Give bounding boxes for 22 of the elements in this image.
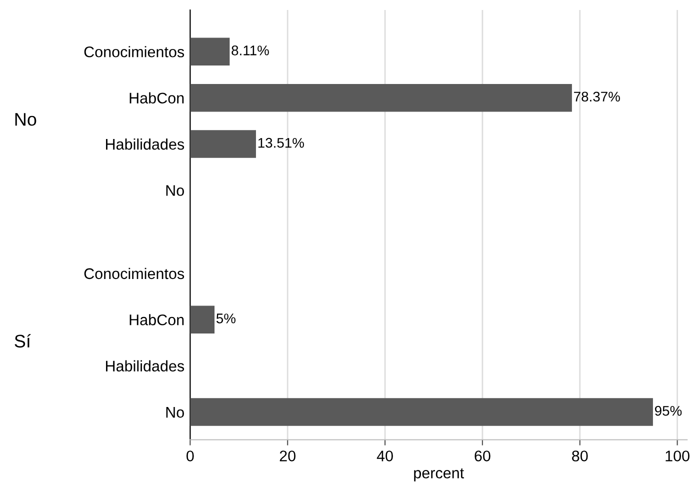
x-tick-label: 100 bbox=[666, 450, 690, 462]
data-label: 5% bbox=[216, 314, 236, 324]
y-tick-label: HabCon bbox=[130, 314, 184, 326]
y-tick-label: Conocimientos bbox=[84, 46, 184, 58]
text: Sí bbox=[14, 334, 31, 348]
x-tick-label: 60 bbox=[474, 450, 490, 462]
x-tick-label: 0 bbox=[186, 450, 194, 462]
y-tick-label: Habilidades bbox=[106, 360, 184, 372]
text: No bbox=[15, 113, 36, 126]
data-label: 78.37% bbox=[574, 92, 620, 102]
y-tick-label: HabCon bbox=[130, 92, 184, 104]
x-tick-label: 20 bbox=[280, 450, 296, 462]
x-axis-title: percent bbox=[414, 468, 464, 482]
x-tick-label: 80 bbox=[572, 450, 588, 462]
data-label: 8.11% bbox=[232, 46, 269, 56]
y-tick-label: No bbox=[166, 407, 184, 418]
data-label: 95% bbox=[655, 406, 682, 416]
data-label: 13.51% bbox=[258, 138, 304, 148]
x-tick-label: 40 bbox=[376, 450, 393, 462]
y-tick-label: Conocimientos bbox=[84, 268, 184, 280]
y-tick-label: No bbox=[166, 185, 184, 196]
y-tick-label: Habilidades bbox=[106, 138, 184, 150]
